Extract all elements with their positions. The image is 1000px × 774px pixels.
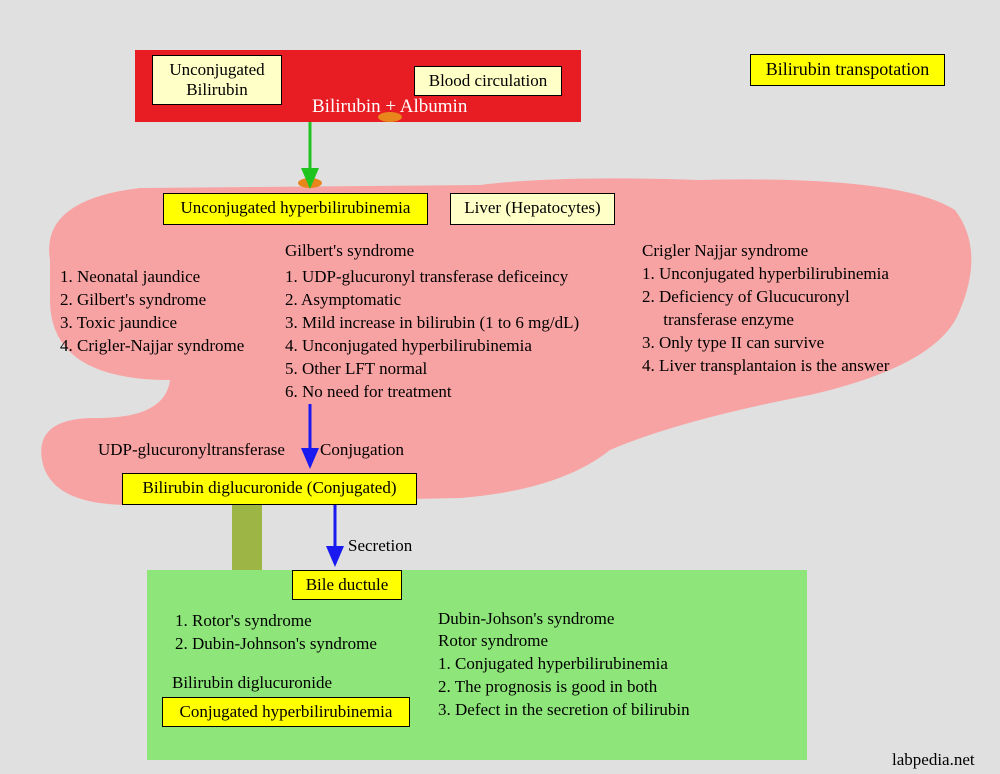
liver-box: Liver (Hepatocytes) <box>450 193 615 225</box>
causes-list: 1. Neonatal jaundice 2. Gilbert's syndro… <box>60 266 244 358</box>
unconj-line1: Unconjugated <box>169 60 264 79</box>
udp-label: UDP-glucuronyltransferase <box>98 439 285 462</box>
list-item: 4. Liver transplantaion is the answer <box>642 355 889 378</box>
list-item: 1. Unconjugated hyperbilirubinemia <box>642 263 889 286</box>
list-item: transferase enzyme <box>642 309 889 332</box>
dubin-title-1: Dubin-Johson's syndrome <box>438 608 614 631</box>
list-item: 2. The prognosis is good in both <box>438 676 690 699</box>
list-item: 2. Deficiency of Glucucuronyl <box>642 286 889 309</box>
bili-diglu-box: Bilirubin diglucuronide (Conjugated) <box>122 473 417 505</box>
list-item: 2. Asymptomatic <box>285 289 579 312</box>
crigler-list: 1. Unconjugated hyperbilirubinemia 2. De… <box>642 263 889 378</box>
list-item: 6. No need for treatment <box>285 381 579 404</box>
list-item: 1. Rotor's syndrome <box>175 610 377 633</box>
list-item: 2. Gilbert's syndrome <box>60 289 244 312</box>
secretion-label: Secretion <box>348 535 412 558</box>
dubin-title-2: Rotor syndrome <box>438 630 548 653</box>
list-item: 5. Other LFT normal <box>285 358 579 381</box>
list-item: 3. Toxic jaundice <box>60 312 244 335</box>
gilbert-list: 1. UDP-glucuronyl transferase deficeincy… <box>285 266 579 404</box>
list-item: 1. Neonatal jaundice <box>60 266 244 289</box>
blood-circulation-box: Blood circulation <box>414 66 562 96</box>
unconj-hyper-box: Unconjugated hyperbilirubinemia <box>163 193 428 225</box>
crigler-title: Crigler Najjar syndrome <box>642 240 808 263</box>
bile-syndromes-list: 1. Rotor's syndrome 2. Dubin-Johnson's s… <box>175 610 377 656</box>
list-item: 2. Dubin-Johnson's syndrome <box>175 633 377 656</box>
unconjugated-bilirubin-box: Unconjugated Bilirubin <box>152 55 282 105</box>
list-item: 3. Mild increase in bilirubin (1 to 6 mg… <box>285 312 579 335</box>
list-item: 4. Unconjugated hyperbilirubinemia <box>285 335 579 358</box>
list-item: 1. UDP-glucuronyl transferase deficeincy <box>285 266 579 289</box>
bili-diglu-label-2: Bilirubin diglucuronide <box>172 672 332 695</box>
list-item: 3. Only type II can survive <box>642 332 889 355</box>
unconj-line2: Bilirubin <box>186 80 247 99</box>
gilbert-title: Gilbert's syndrome <box>285 240 414 263</box>
bile-ductule-box: Bile ductule <box>292 570 402 600</box>
list-item: 4. Crigler-Najjar syndrome <box>60 335 244 358</box>
list-item: 3. Defect in the secretion of bilirubin <box>438 699 690 722</box>
list-item: 1. Conjugated hyperbilirubinemia <box>438 653 690 676</box>
conj-hyper-box: Conjugated hyperbilirubinemia <box>162 697 410 727</box>
title-box: Bilirubin transpotation <box>750 54 945 86</box>
conjugation-label: Conjugation <box>320 439 404 462</box>
watermark: labpedia.net <box>892 750 975 770</box>
dubin-list: 1. Conjugated hyperbilirubinemia 2. The … <box>438 653 690 722</box>
